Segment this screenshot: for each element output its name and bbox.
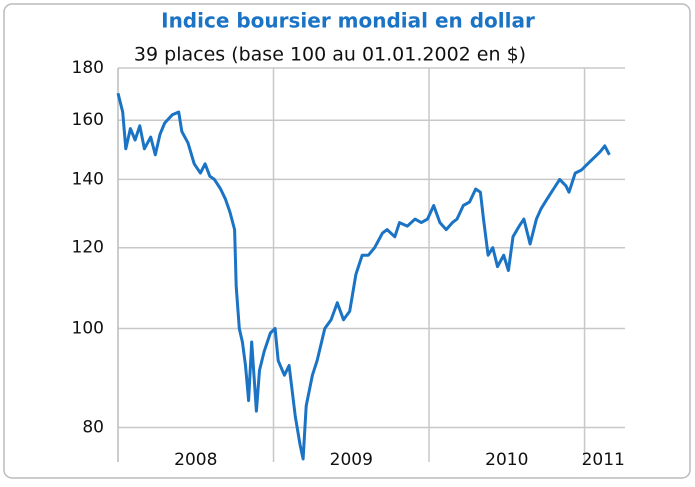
chart-title: Indice boursier mondial en dollar bbox=[161, 9, 535, 33]
x-tick-label: 2008 bbox=[174, 450, 217, 470]
line bbox=[116, 92, 611, 461]
x-tick-label: 2011 bbox=[582, 450, 625, 470]
x-tick-label: 2010 bbox=[485, 450, 528, 470]
y-tick-label: 140 bbox=[72, 169, 104, 189]
y-tick-label: 100 bbox=[72, 319, 104, 339]
y-tick-label: 180 bbox=[72, 58, 104, 78]
y-tick-label: 120 bbox=[72, 238, 104, 258]
y-tick-label: 80 bbox=[82, 417, 104, 437]
frame bbox=[3, 3, 691, 479]
x-tick-label: 2009 bbox=[330, 450, 373, 470]
chart-subtitle: 39 places (base 100 au 01.01.2002 en $) bbox=[134, 44, 526, 66]
y-tick-label: 160 bbox=[72, 110, 104, 130]
